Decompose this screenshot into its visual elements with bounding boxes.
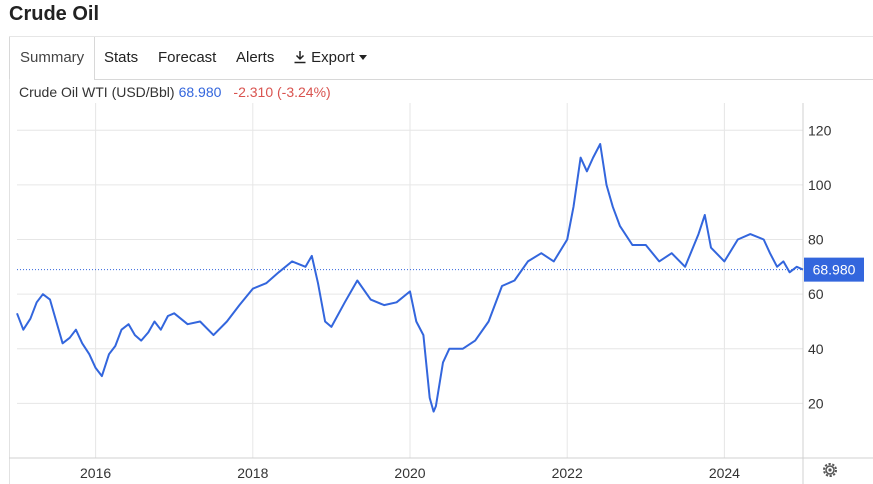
quote-price: 68.980 — [178, 84, 222, 100]
tab-summary[interactable]: Summary — [9, 37, 96, 80]
y-tick-label: 100 — [808, 177, 832, 193]
gear-icon[interactable] — [820, 460, 840, 480]
y-tick-label: 120 — [808, 122, 832, 138]
last-value-label: 68.980 — [813, 262, 856, 278]
x-tick-label: 2022 — [552, 465, 583, 481]
x-tick-label: 2016 — [80, 465, 111, 481]
chevron-down-icon — [358, 55, 367, 60]
tab-forecast[interactable]: Forecast — [158, 49, 217, 66]
export-label: Export — [311, 49, 355, 66]
series-line — [16, 143, 804, 413]
last-value-badge — [804, 257, 864, 282]
quote-change: -2.310 (-3.24%) — [233, 84, 331, 100]
tab-stats[interactable]: Stats — [104, 49, 139, 66]
x-tick-label: 2024 — [709, 465, 740, 481]
x-tick-label: 2020 — [394, 465, 425, 481]
chart-panel — [9, 79, 873, 484]
tab-export[interactable]: Export — [293, 37, 367, 79]
y-tick-label: 80 — [808, 232, 824, 248]
y-tick-label: 60 — [808, 286, 824, 302]
y-tick-label: 40 — [808, 341, 824, 357]
x-tick-label: 2018 — [237, 465, 268, 481]
y-tick-label: 20 — [808, 395, 824, 411]
quote-name: Crude Oil WTI (USD/Bbl) — [19, 84, 175, 100]
page-title: Crude Oil — [9, 3, 100, 25]
download-icon — [294, 51, 306, 64]
quote-line: Crude Oil WTI (USD/Bbl) 68.980 -2.310 (-3.… — [19, 84, 331, 100]
tab-alerts[interactable]: Alerts — [236, 49, 275, 66]
tab-bar: Summary Stats Forecast Alerts Export — [9, 36, 873, 80]
